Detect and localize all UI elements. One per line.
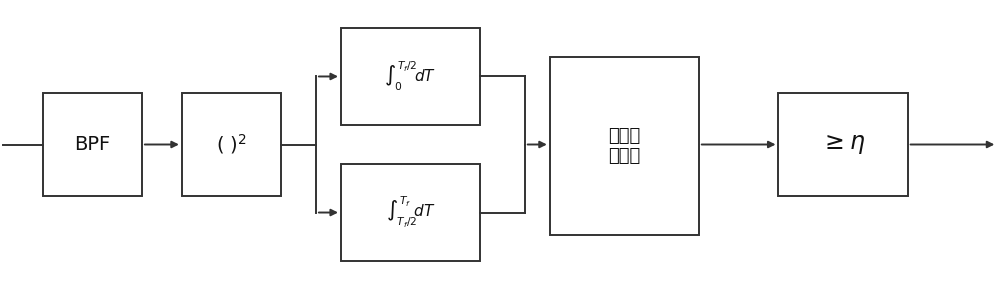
FancyBboxPatch shape	[778, 93, 908, 196]
FancyBboxPatch shape	[182, 93, 281, 196]
Text: $\geq\eta$: $\geq\eta$	[820, 133, 866, 156]
Text: ( )$^2$: ( )$^2$	[216, 133, 247, 156]
Text: BPF: BPF	[74, 135, 110, 154]
Text: $\int_0^{T_f/2}\!dT$: $\int_0^{T_f/2}\!dT$	[384, 60, 437, 93]
Text: $\int_{T_f/2}^{T_f}\!dT$: $\int_{T_f/2}^{T_f}\!dT$	[386, 195, 435, 230]
Text: 调制方
式选择: 调制方 式选择	[608, 127, 640, 165]
FancyBboxPatch shape	[341, 164, 480, 261]
FancyBboxPatch shape	[341, 28, 480, 125]
FancyBboxPatch shape	[43, 93, 142, 196]
FancyBboxPatch shape	[550, 57, 699, 235]
